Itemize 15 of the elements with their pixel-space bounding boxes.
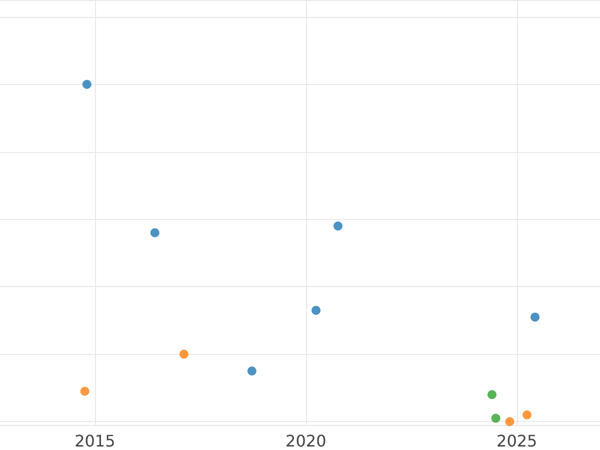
point bbox=[82, 80, 92, 89]
point bbox=[247, 366, 256, 376]
point bbox=[333, 221, 342, 230]
point bbox=[530, 312, 540, 322]
point bbox=[522, 410, 532, 420]
x-tick-label: 2020 bbox=[286, 432, 326, 450]
point bbox=[312, 306, 321, 315]
x-tick-label: 2015 bbox=[74, 432, 116, 450]
point bbox=[80, 386, 90, 396]
point bbox=[505, 417, 514, 426]
point bbox=[150, 228, 160, 238]
point bbox=[487, 390, 496, 400]
point bbox=[491, 414, 500, 423]
x-tick-label: 2025 bbox=[496, 432, 538, 450]
point bbox=[179, 350, 188, 359]
